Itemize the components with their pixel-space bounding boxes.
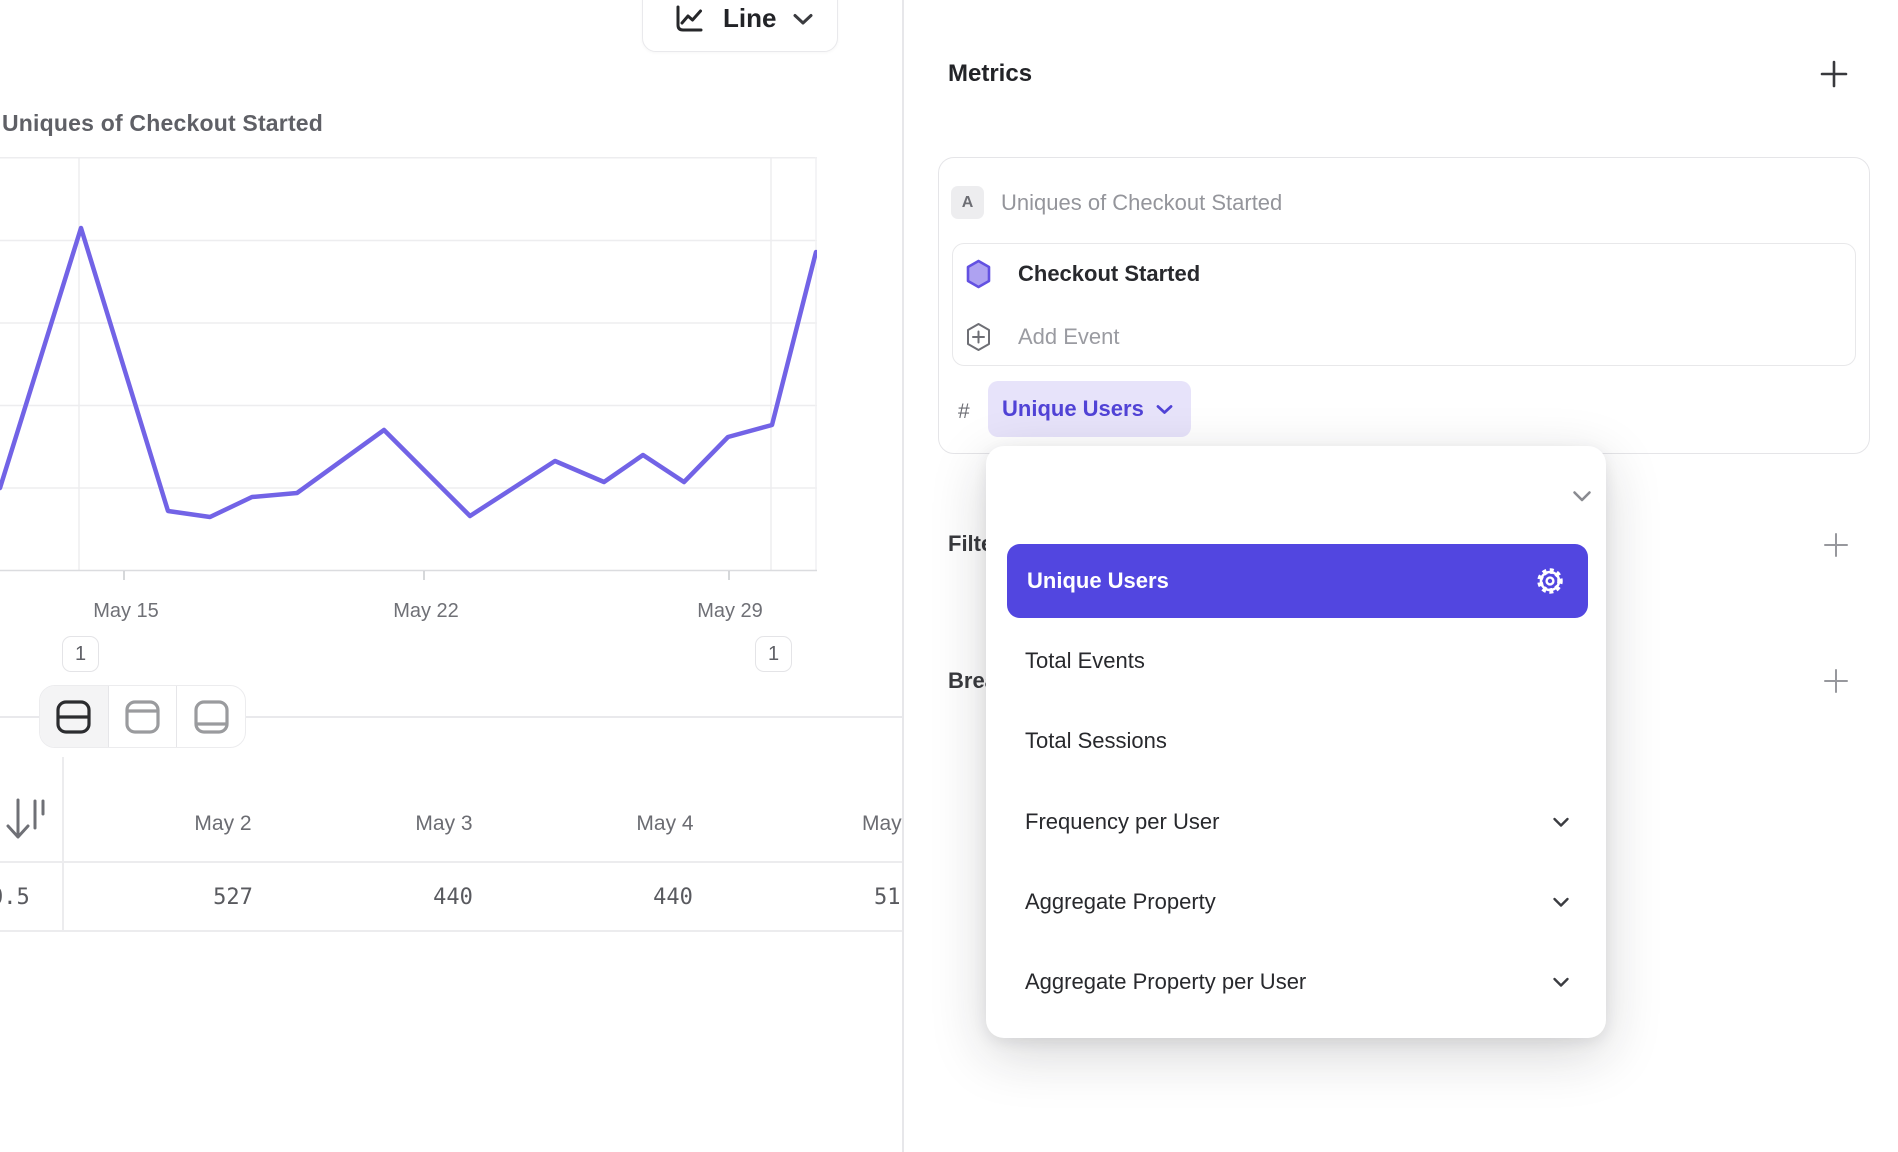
chart-plot-area: [0, 157, 817, 580]
layout-split-button[interactable]: [40, 686, 108, 747]
filters-section-label: Filters: [948, 531, 988, 556]
event-name: Checkout Started: [1018, 261, 1201, 286]
plus-icon: [1822, 531, 1850, 559]
hexagon-plus-icon: [965, 322, 992, 352]
dropdown-item-total-sessions[interactable]: Total Sessions: [1007, 708, 1588, 774]
x-tick-label: May 29: [697, 600, 763, 622]
trend-line: [0, 225, 817, 520]
add-metric-button[interactable]: [1818, 58, 1850, 90]
add-event-row[interactable]: Add Event: [952, 307, 1856, 366]
section-divider: [0, 716, 902, 718]
layout-table-only-icon: [194, 699, 229, 734]
dropdown-item-label: Aggregate Property: [1025, 889, 1216, 914]
layout-table-only-button[interactable]: [176, 686, 245, 747]
dropdown-item-label: Total Events: [1025, 648, 1145, 673]
dropdown-item-unique-users[interactable]: Unique Users: [1007, 544, 1588, 618]
table-row-label: 0.5: [0, 885, 30, 910]
chevron-down-icon: [1552, 897, 1570, 908]
x-tick-label: May 22: [393, 600, 459, 622]
dropdown-item-total-events[interactable]: Total Events: [1007, 628, 1588, 694]
metrics-panel-title: Metrics: [948, 60, 1033, 87]
gear-icon[interactable]: [1534, 565, 1566, 597]
chevron-down-icon[interactable]: [1572, 490, 1592, 503]
dropdown-item-label: Total Sessions: [1025, 728, 1167, 753]
panel-divider: [902, 0, 904, 1152]
dropdown-item-label: Unique Users: [1027, 568, 1169, 593]
layout-chart-only-button[interactable]: [107, 686, 177, 747]
layout-split-icon: [56, 699, 91, 734]
chart-type-label: Line: [723, 2, 777, 33]
plus-icon: [1819, 59, 1849, 89]
dropdown-item-label: Aggregate Property per User: [1025, 969, 1307, 994]
dropdown-item-aggregate-property-per-user[interactable]: Aggregate Property per User: [1007, 949, 1588, 1015]
chevron-down-icon: [1156, 404, 1173, 415]
event-box: [952, 243, 1856, 366]
table-cell-clipped: 51: [874, 885, 901, 910]
table-row-border: [0, 930, 902, 932]
dropdown-item-label: Frequency per User: [1025, 809, 1220, 834]
hexagon-icon: [965, 259, 992, 289]
metric-letter-badge: A: [951, 186, 984, 219]
layout-chart-only-icon: [125, 699, 160, 734]
chart-title: Uniques of Checkout Started: [2, 110, 324, 136]
chevron-down-icon: [1552, 977, 1570, 988]
chevron-down-icon: [792, 12, 814, 26]
add-event-label: Add Event: [1018, 323, 1120, 349]
breakdowns-section-label: Breakdowns: [948, 668, 988, 693]
chart-type-button[interactable]: Line: [642, 0, 838, 52]
hash-symbol: #: [958, 400, 970, 423]
table-header-may4[interactable]: May 4: [636, 812, 694, 835]
add-filter-button[interactable]: [1822, 531, 1850, 559]
line-chart-icon: [671, 1, 707, 37]
layout-toggle-group: [39, 685, 246, 748]
page-badge-right[interactable]: 1: [755, 636, 792, 672]
event-row[interactable]: Checkout Started: [952, 243, 1856, 305]
x-axis: [0, 569, 817, 580]
measure-selector-chip[interactable]: Unique Users: [988, 381, 1191, 437]
table-cell: 527: [213, 885, 253, 910]
sort-descending-icon[interactable]: [0, 798, 48, 842]
table-header-border: [0, 861, 902, 863]
plus-icon: [1822, 667, 1850, 695]
table-column-separator: [62, 757, 64, 930]
table-cell: 440: [653, 885, 693, 910]
add-breakdown-button[interactable]: [1822, 667, 1850, 695]
table-cell: 440: [433, 885, 473, 910]
dropdown-item-aggregate-property[interactable]: Aggregate Property: [1007, 869, 1588, 935]
chevron-down-icon: [1552, 817, 1570, 828]
page-badge-left[interactable]: 1: [62, 636, 99, 672]
measure-chip-label: Unique Users: [1002, 396, 1144, 421]
dropdown-item-frequency-per-user[interactable]: Frequency per User: [1007, 789, 1588, 855]
table-header-may5-clipped[interactable]: May: [862, 812, 902, 835]
metric-name[interactable]: Uniques of Checkout Started: [1001, 190, 1283, 215]
x-tick-label: May 15: [93, 600, 159, 622]
table-header-may3[interactable]: May 3: [415, 812, 473, 835]
table-header-may2[interactable]: May 2: [194, 812, 252, 835]
